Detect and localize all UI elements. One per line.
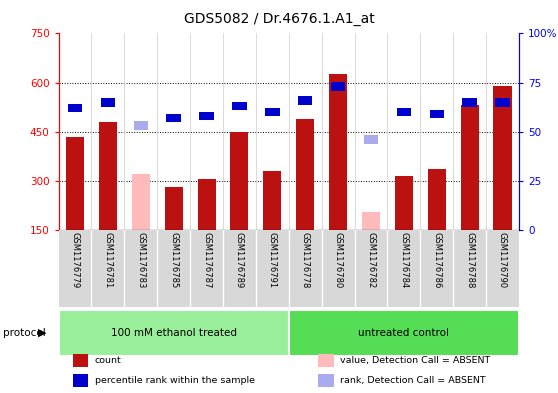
Bar (289, 310, 519, 356)
Text: GSM1176778: GSM1176778 (301, 232, 310, 288)
Text: GSM1176791: GSM1176791 (268, 232, 277, 288)
Bar (362, 212, 380, 230)
Bar (493, 86, 512, 230)
Bar (59, 310, 288, 356)
Text: GSM1176781: GSM1176781 (103, 232, 112, 288)
Bar (99, 122, 117, 230)
Text: GSM1176783: GSM1176783 (136, 232, 145, 288)
Text: GSM1176789: GSM1176789 (235, 232, 244, 288)
Bar (298, 96, 312, 105)
Bar (132, 174, 150, 230)
Bar (199, 112, 214, 120)
Bar (427, 169, 446, 230)
Bar (73, 374, 88, 387)
Text: GSM1176785: GSM1176785 (169, 232, 178, 288)
Bar (364, 135, 378, 144)
Bar (496, 98, 509, 107)
Bar (165, 187, 182, 230)
Text: rank, Detection Call = ABSENT: rank, Detection Call = ABSENT (340, 376, 486, 385)
Bar (265, 108, 280, 116)
Text: 100 mM ethanol treated: 100 mM ethanol treated (110, 328, 237, 338)
Text: ▶: ▶ (38, 328, 46, 338)
Bar (463, 98, 477, 107)
Bar (230, 132, 248, 230)
Bar (397, 108, 411, 116)
Bar (329, 74, 347, 230)
Bar (430, 110, 444, 118)
Bar (166, 114, 181, 122)
Bar (232, 102, 247, 110)
Bar (296, 119, 314, 230)
Bar (133, 121, 148, 130)
Bar (318, 374, 334, 387)
Text: GSM1176782: GSM1176782 (367, 232, 376, 288)
Bar (100, 98, 115, 107)
Bar (395, 176, 413, 230)
Bar (318, 354, 334, 367)
Bar (460, 105, 479, 230)
Bar (73, 354, 88, 367)
Text: GSM1176787: GSM1176787 (202, 232, 211, 288)
Text: untreated control: untreated control (358, 328, 449, 338)
Bar (263, 171, 281, 230)
Text: GSM1176788: GSM1176788 (465, 232, 474, 288)
Text: GSM1176786: GSM1176786 (432, 232, 441, 288)
Text: protocol: protocol (3, 328, 46, 338)
Text: GDS5082 / Dr.4676.1.A1_at: GDS5082 / Dr.4676.1.A1_at (184, 12, 374, 26)
Text: percentile rank within the sample: percentile rank within the sample (95, 376, 255, 385)
Bar (66, 136, 84, 230)
Text: value, Detection Call = ABSENT: value, Detection Call = ABSENT (340, 356, 490, 365)
Text: GSM1176784: GSM1176784 (400, 232, 408, 288)
Text: GSM1176779: GSM1176779 (70, 232, 80, 288)
Text: count: count (95, 356, 122, 365)
Text: GSM1176780: GSM1176780 (334, 232, 343, 288)
Text: GSM1176790: GSM1176790 (498, 232, 507, 288)
Bar (68, 104, 82, 112)
Bar (198, 179, 215, 230)
Bar (331, 82, 345, 91)
